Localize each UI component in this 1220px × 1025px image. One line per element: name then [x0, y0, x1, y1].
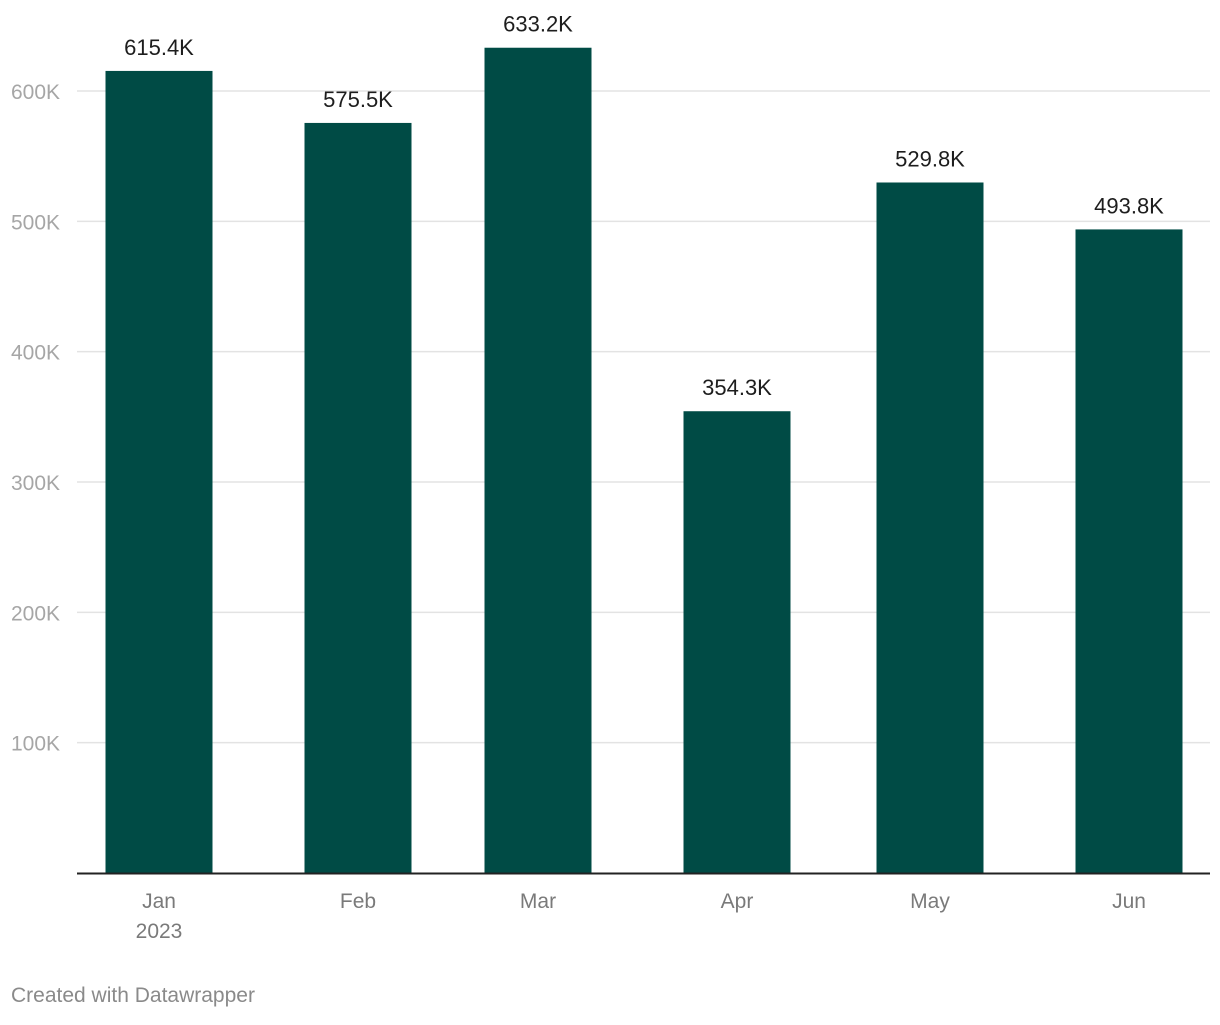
bar [683, 411, 791, 873]
bar [105, 70, 213, 874]
bar [876, 182, 984, 873]
x-tick-label: Feb [340, 890, 376, 913]
bar [304, 122, 412, 874]
x-tick-label: Jan [142, 890, 176, 913]
x-tick-label: Jun [1112, 890, 1146, 913]
bar-value-label: 633.2K [503, 12, 573, 37]
gridlines [77, 90, 1210, 744]
y-tick-label: 500K [11, 211, 60, 234]
y-tick-label: 100K [11, 733, 60, 756]
x-axis-category-labels: Jan 2023 Feb Mar Apr May Jun [136, 890, 1146, 943]
bar [1075, 229, 1183, 873]
y-tick-label: 200K [11, 602, 60, 625]
bar-value-label: 575.5K [323, 87, 393, 112]
bar-value-label: 529.8K [895, 146, 965, 171]
x-tick-sublabel: 2023 [136, 920, 183, 943]
y-tick-label: 600K [11, 81, 60, 104]
bar-value-label: 354.3K [702, 375, 772, 400]
bar [484, 47, 592, 874]
bars [105, 47, 1183, 874]
bar-value-label: 615.4K [124, 35, 194, 60]
x-tick-label: May [910, 890, 950, 913]
footer-credit: Created with Datawrapper [11, 984, 255, 1007]
y-tick-label: 400K [11, 342, 60, 365]
x-tick-label: Mar [520, 890, 556, 913]
x-tick-label: Apr [721, 890, 754, 913]
bar-value-label: 493.8K [1094, 193, 1164, 218]
y-tick-label: 300K [11, 472, 60, 495]
bar-value-labels: 615.4K 575.5K 633.2K 354.3K 529.8K 493.8K [124, 12, 1164, 400]
y-axis-tick-labels: 100K 200K 300K 400K 500K 600K [11, 81, 60, 756]
